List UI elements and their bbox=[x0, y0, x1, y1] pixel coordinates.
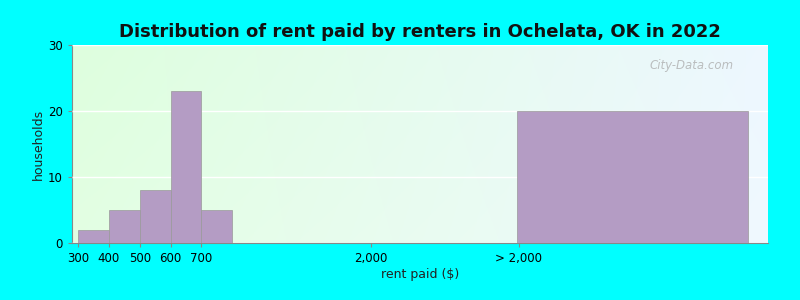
Title: Distribution of rent paid by renters in Ochelata, OK in 2022: Distribution of rent paid by renters in … bbox=[119, 23, 721, 41]
Bar bbox=[202, 210, 232, 243]
X-axis label: rent paid ($): rent paid ($) bbox=[381, 268, 459, 281]
Y-axis label: households: households bbox=[32, 108, 46, 180]
Bar bbox=[170, 91, 202, 243]
Bar bbox=[78, 230, 109, 243]
Text: City-Data.com: City-Data.com bbox=[650, 59, 734, 72]
Bar bbox=[140, 190, 170, 243]
Bar bbox=[517, 111, 748, 243]
Bar bbox=[109, 210, 140, 243]
